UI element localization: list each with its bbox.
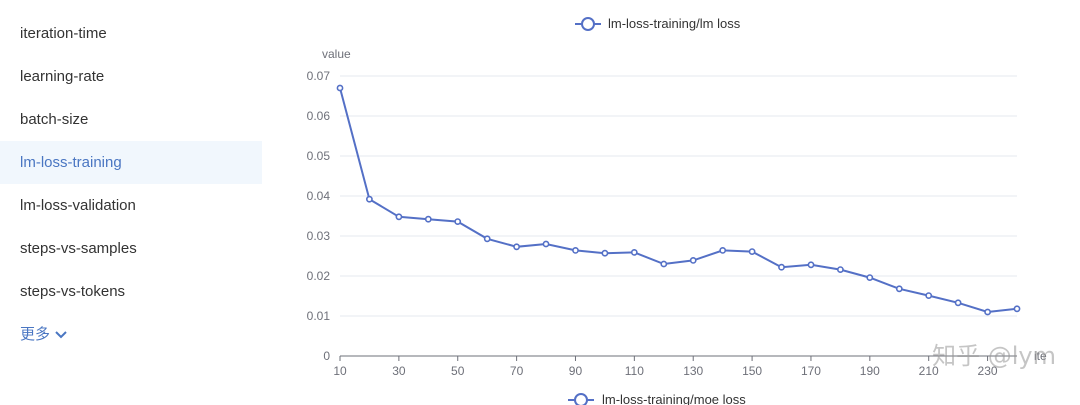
legend-moe-loss[interactable]: lm-loss-training/moe loss xyxy=(568,392,746,405)
x-tick-label: 150 xyxy=(742,364,762,378)
series-lm-loss xyxy=(336,84,1021,316)
data-point[interactable] xyxy=(807,261,815,269)
y-tick-label: 0.05 xyxy=(307,149,331,163)
data-point[interactable] xyxy=(601,249,609,257)
y-tick-label: 0.02 xyxy=(307,269,331,283)
grid xyxy=(340,75,1017,317)
sidebar-item-lm-loss-training[interactable]: lm-loss-training xyxy=(0,141,262,184)
x-tick-label: 10 xyxy=(333,364,347,378)
data-point[interactable] xyxy=(513,243,520,251)
data-point[interactable] xyxy=(630,248,638,256)
y-axis-label: value xyxy=(322,47,351,61)
more-button[interactable]: 更多 xyxy=(0,313,262,356)
data-point[interactable] xyxy=(689,256,697,264)
data-point[interactable] xyxy=(1013,305,1021,313)
y-tick-label: 0.01 xyxy=(307,309,331,323)
data-point[interactable] xyxy=(366,195,373,203)
lm-loss-chart: lm-loss-training/lm loss value 0 0.01 0.02… xyxy=(307,16,1047,405)
data-point[interactable] xyxy=(660,260,668,268)
y-tick-label: 0.03 xyxy=(307,229,331,243)
sidebar-item-steps-vs-samples[interactable]: steps-vs-samples xyxy=(20,240,137,257)
sidebar-item-steps-vs-tokens[interactable]: steps-vs-tokens xyxy=(20,283,126,300)
x-tick-label: 90 xyxy=(569,364,583,378)
legend-lm-loss[interactable]: lm-loss-training/lm loss xyxy=(575,16,741,31)
x-axis: 10 30 50 70 90 110 130 150 170 190 210 230 xyxy=(333,355,1017,378)
data-point[interactable] xyxy=(954,299,962,307)
sidebar-item-learning-rate[interactable]: learning-rate xyxy=(20,68,105,85)
y-tick-label: 0.04 xyxy=(307,189,331,203)
data-point[interactable] xyxy=(336,84,344,92)
x-tick-label: 110 xyxy=(625,364,644,378)
sidebar-item-batch-size[interactable]: batch-size xyxy=(20,111,89,128)
sidebar-item-lm-loss-validation[interactable]: lm-loss-validation xyxy=(20,197,136,214)
x-tick-label: 230 xyxy=(978,364,998,378)
legend-moe-loss-label: lm-loss-training/moe loss xyxy=(602,392,746,405)
data-point[interactable] xyxy=(748,248,756,255)
y-axis: 0 0.01 0.02 0.03 0.04 0.05 0.06 0.07 xyxy=(307,69,331,363)
y-tick-label: 0.06 xyxy=(307,109,331,123)
data-point[interactable] xyxy=(984,308,991,316)
data-point[interactable] xyxy=(424,215,432,223)
sidebar: iteration-time learning-rate batch-size … xyxy=(0,12,262,356)
data-point[interactable] xyxy=(572,246,579,254)
data-point[interactable] xyxy=(866,274,874,281)
x-tick-label: 30 xyxy=(392,364,406,378)
y-tick-label: 0.07 xyxy=(307,69,331,83)
data-point[interactable] xyxy=(925,292,933,299)
data-point[interactable] xyxy=(542,240,550,248)
data-point[interactable] xyxy=(837,266,844,273)
data-point[interactable] xyxy=(395,213,403,221)
x-tick-label: 70 xyxy=(510,364,524,378)
chevron-down-icon xyxy=(55,330,67,338)
x-tick-label: 190 xyxy=(860,364,880,378)
x-tick-label: 130 xyxy=(683,364,703,378)
more-label: 更多 xyxy=(20,326,51,343)
series-line xyxy=(339,87,1018,314)
legend-moe-loss-marker xyxy=(574,393,588,405)
data-point[interactable] xyxy=(483,235,491,243)
x-tick-label: 50 xyxy=(451,364,465,378)
data-point[interactable] xyxy=(719,246,727,254)
data-point[interactable] xyxy=(454,218,462,225)
x-tick-label: 210 xyxy=(919,364,939,378)
data-point[interactable] xyxy=(778,263,785,271)
x-tick-label: 170 xyxy=(801,364,821,378)
y-tick-label: 0 xyxy=(323,349,330,363)
legend-lm-loss-label: lm-loss-training/lm loss xyxy=(608,16,741,31)
x-axis-extra-label: ite xyxy=(1034,349,1047,363)
data-point[interactable] xyxy=(895,285,903,293)
sidebar-item-iteration-time[interactable]: iteration-time xyxy=(20,25,107,42)
legend-lm-loss-marker xyxy=(581,17,595,31)
